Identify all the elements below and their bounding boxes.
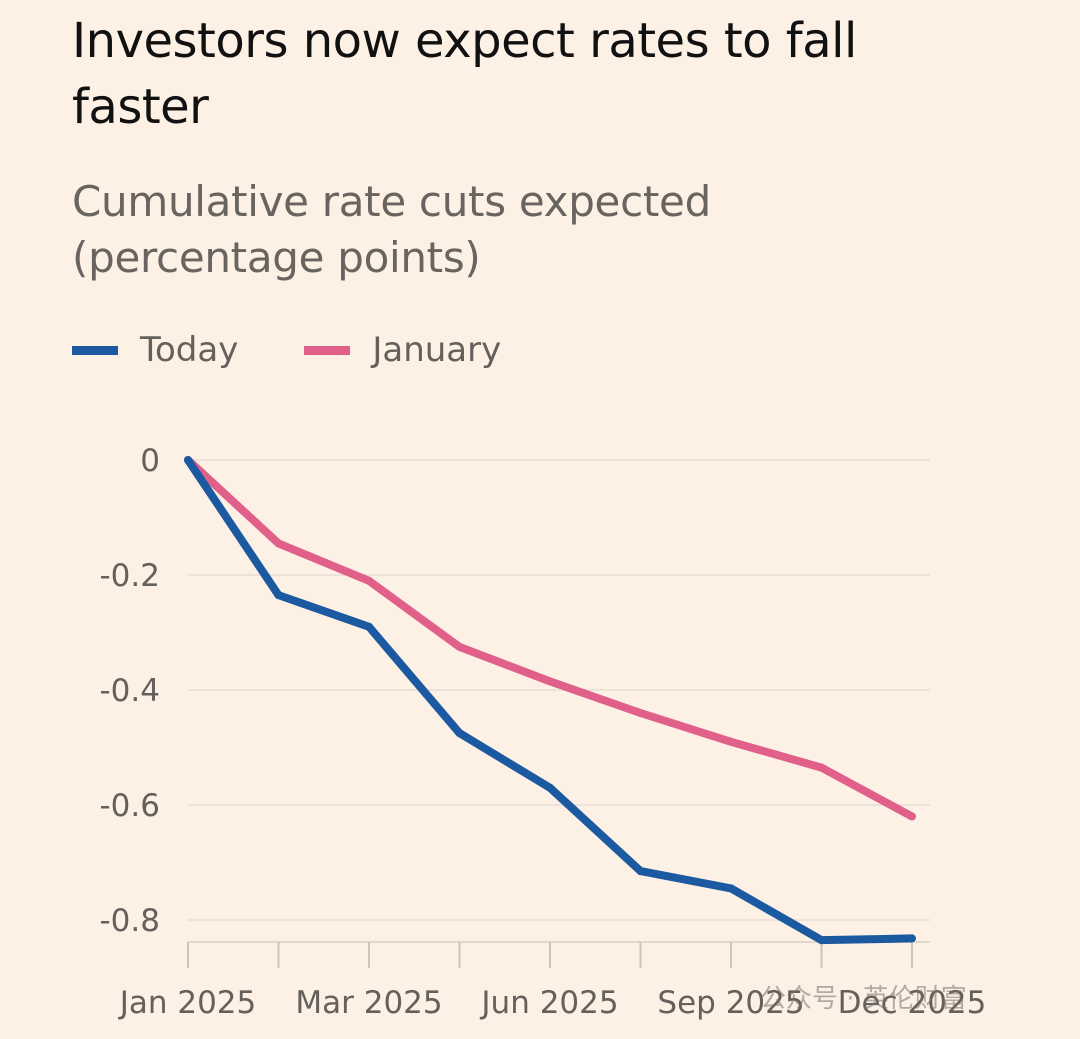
data-point-january [365,576,373,585]
x-tick-label: Sep 2025 [657,985,804,1021]
data-point-today [908,934,916,943]
watermark-text: 公众号 · 英伦财富 [760,984,967,1014]
y-tick-label: -0.4 [100,673,161,709]
data-point-january [274,539,283,548]
x-tick-label: Jun 2025 [479,985,618,1021]
y-tick-label: -0.8 [100,903,161,939]
x-tick-label: Mar 2025 [295,985,442,1021]
data-point-january [546,677,554,686]
series-line-january [185,457,914,821]
data-point-january [636,709,645,717]
data-point-today [636,867,645,876]
legend-label-january: January [372,330,502,370]
data-point-january [817,763,826,772]
x-tick-label: Jan 2025 [118,985,257,1021]
y-tick-label: -0.2 [100,558,161,594]
data-point-today [184,456,192,464]
data-point-today [817,936,826,945]
legend: Today January [72,326,567,374]
data-point-today [274,591,283,600]
legend-swatch-january [304,345,351,355]
data-point-january [727,737,735,746]
data-point-today [546,783,554,792]
series-line-today [184,457,913,945]
data-point-today [365,622,373,631]
legend-item-today: Today [72,330,238,370]
x-tick-label: Dec 2025 [838,985,987,1021]
y-tick-label: -0.6 [100,788,161,824]
legend-item-january: January [304,330,501,370]
y-tick-label: 0 [140,443,160,479]
data-point-today [727,884,735,893]
legend-swatch-today [72,345,118,355]
data-point-january [455,642,464,651]
chart-title: Investors now expect rates to fall faste… [72,13,857,135]
legend-label-today: Today [140,330,239,370]
data-point-today [455,729,464,738]
chart-subtitle: Cumulative rate cuts expected (percentag… [72,177,711,282]
data-point-january [908,812,916,821]
